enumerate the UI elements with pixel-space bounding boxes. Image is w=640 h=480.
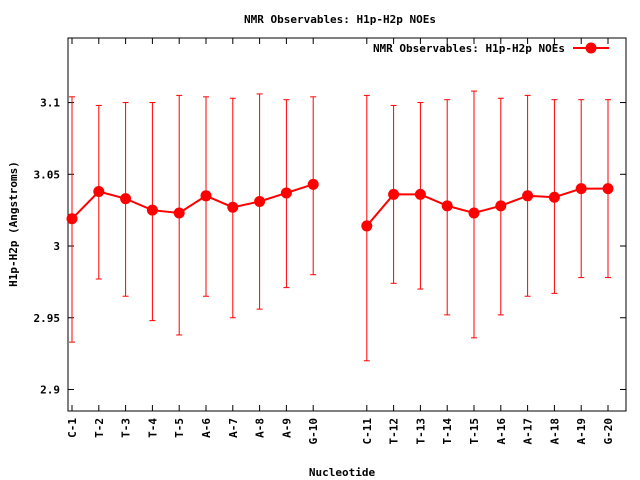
y-tick-label: 3.05 bbox=[34, 168, 61, 181]
x-tick-label: T-5 bbox=[173, 418, 186, 438]
data-point bbox=[307, 178, 319, 190]
error-bars bbox=[69, 90, 611, 362]
data-point bbox=[602, 183, 614, 195]
data-point bbox=[548, 191, 560, 203]
x-tick-label: T-2 bbox=[93, 418, 106, 438]
x-tick-label: G-20 bbox=[602, 418, 615, 445]
x-tick-label: C-1 bbox=[66, 418, 79, 438]
x-tick-label: T-13 bbox=[414, 418, 427, 445]
legend-marker bbox=[585, 42, 597, 54]
x-tick-label: A-8 bbox=[254, 418, 267, 438]
x-tick-label: T-12 bbox=[388, 418, 401, 445]
series-line bbox=[71, 183, 314, 220]
y-tick-label: 3.1 bbox=[40, 97, 60, 110]
x-axis-label: Nucleotide bbox=[309, 466, 376, 479]
data-point bbox=[146, 204, 158, 216]
data-point bbox=[522, 190, 534, 202]
x-tick-label: A-18 bbox=[548, 418, 561, 445]
y-axis-label: H1p-H2p (Angstroms) bbox=[7, 161, 20, 287]
y-tick-label: 2.95 bbox=[34, 312, 61, 325]
x-tick-label: T-3 bbox=[120, 418, 133, 438]
x-tick-label: T-4 bbox=[146, 418, 159, 438]
data-point bbox=[388, 188, 400, 200]
data-point bbox=[280, 187, 292, 199]
x-tick-label: A-17 bbox=[522, 418, 535, 445]
series-lines bbox=[71, 183, 608, 227]
x-axis: C-1 T-2 T-3 T-4 T-5 A-6 A-7 A-8 A-9 G-10 C-11 T-12 T… bbox=[66, 38, 615, 445]
data-point bbox=[200, 190, 212, 202]
x-tick-label: A-6 bbox=[200, 418, 213, 438]
legend: NMR Observables: H1p-H2p NOEs bbox=[373, 42, 609, 55]
data-points bbox=[66, 178, 614, 232]
data-point bbox=[120, 193, 132, 205]
x-tick-label: A-16 bbox=[495, 418, 508, 445]
data-point bbox=[495, 200, 507, 212]
x-tick-label: T-15 bbox=[468, 418, 481, 445]
y-axis: 2.9 2.95 3 3.05 3.1 bbox=[34, 97, 626, 396]
data-point bbox=[468, 207, 480, 219]
data-point bbox=[173, 207, 185, 219]
data-point bbox=[575, 183, 587, 195]
data-point bbox=[361, 220, 373, 232]
x-tick-label: T-14 bbox=[441, 418, 454, 445]
data-point bbox=[414, 188, 426, 200]
x-tick-label: G-10 bbox=[307, 418, 320, 445]
series-line bbox=[366, 187, 608, 227]
x-tick-label: C-11 bbox=[361, 418, 374, 445]
chart-title: NMR Observables: H1p-H2p NOEs bbox=[244, 13, 436, 26]
data-point bbox=[66, 213, 78, 225]
x-tick-label: A-9 bbox=[280, 418, 293, 438]
data-point bbox=[254, 196, 266, 208]
data-point bbox=[227, 201, 239, 213]
y-tick-label: 2.9 bbox=[40, 383, 60, 396]
y-tick-label: 3 bbox=[53, 240, 60, 253]
data-point bbox=[93, 186, 105, 198]
legend-label: NMR Observables: H1p-H2p NOEs bbox=[373, 42, 565, 55]
x-tick-label: A-7 bbox=[227, 418, 240, 438]
x-tick-label: A-19 bbox=[575, 418, 588, 445]
plot-frame bbox=[67, 37, 627, 412]
data-point bbox=[441, 200, 453, 212]
